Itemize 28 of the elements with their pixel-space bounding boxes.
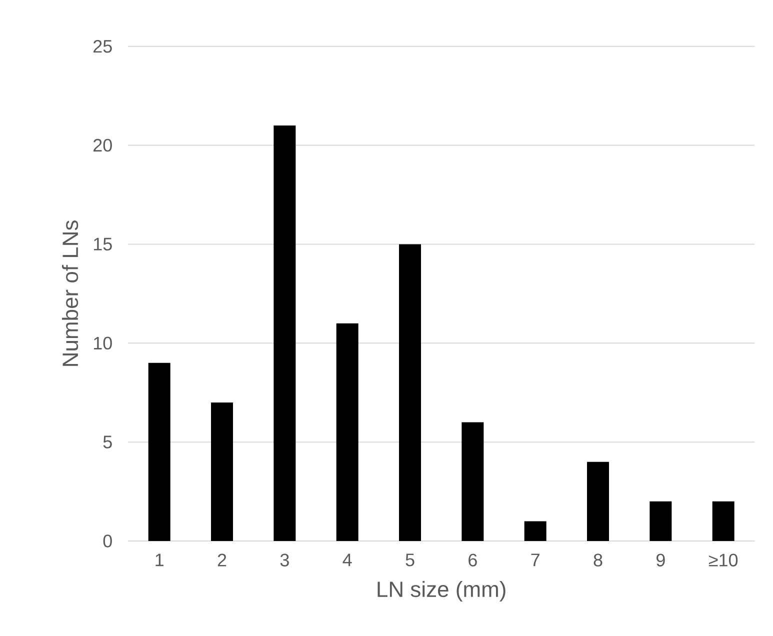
bar (524, 521, 546, 541)
x-tick-label: 5 (406, 554, 414, 566)
bar (650, 501, 672, 541)
y-tick-label: 15 (94, 238, 112, 250)
y-tick-label: 5 (103, 436, 112, 448)
bar (399, 244, 422, 541)
bar (462, 422, 484, 541)
bar (712, 501, 734, 541)
bar (274, 125, 296, 541)
bar (211, 402, 234, 541)
x-tick-label: 1 (156, 554, 164, 566)
x-tick-label: 6 (468, 554, 477, 566)
x-axis-title: LN size (mm) (378, 580, 506, 602)
x-tick-label: 3 (280, 554, 289, 566)
x-tick-label: 7 (531, 554, 540, 566)
y-tick-label: 20 (94, 138, 112, 152)
x-tick-label: 9 (656, 554, 665, 566)
x-tick-label: 2 (218, 554, 226, 566)
y-tick-label: 0 (103, 534, 112, 548)
y-tick-label: 25 (94, 40, 112, 53)
x-tick-label: 4 (342, 554, 352, 566)
bar (148, 362, 170, 541)
bar (587, 462, 610, 541)
x-tick-label: 8 (594, 554, 602, 566)
bar (336, 323, 358, 541)
y-axis-title: Number of LNs (62, 220, 78, 366)
y-tick-label: 10 (94, 336, 112, 350)
x-tick-label: ≥10 (708, 554, 738, 566)
